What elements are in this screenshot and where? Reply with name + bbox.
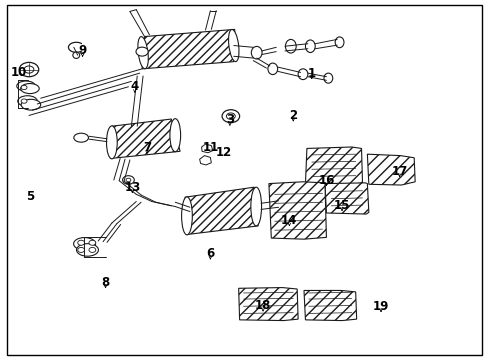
Ellipse shape [276,200,285,209]
Ellipse shape [20,84,39,94]
Ellipse shape [267,63,277,75]
Text: 9: 9 [79,44,86,57]
Circle shape [222,110,239,123]
Circle shape [78,240,84,245]
Polygon shape [199,156,211,165]
Polygon shape [238,288,298,320]
Circle shape [122,176,134,184]
Ellipse shape [228,30,239,62]
Ellipse shape [21,99,41,110]
Ellipse shape [250,187,261,226]
Polygon shape [201,144,212,153]
Text: 6: 6 [206,247,214,260]
Text: 10: 10 [11,66,27,79]
Ellipse shape [305,40,315,53]
Circle shape [89,240,96,245]
Text: 5: 5 [26,190,34,203]
Ellipse shape [285,40,296,53]
Polygon shape [366,154,414,185]
Ellipse shape [298,69,307,80]
Text: 7: 7 [142,141,151,154]
Ellipse shape [73,52,80,58]
Polygon shape [305,147,362,184]
Ellipse shape [17,81,35,91]
Circle shape [21,99,27,103]
Text: 19: 19 [372,300,388,313]
Circle shape [126,178,131,182]
Text: 17: 17 [390,165,407,177]
Ellipse shape [74,133,88,142]
Circle shape [89,247,96,252]
Polygon shape [304,291,356,320]
Text: 11: 11 [202,141,218,154]
Polygon shape [325,183,368,214]
Ellipse shape [106,126,117,159]
Ellipse shape [73,238,95,250]
Text: 16: 16 [318,174,334,186]
Ellipse shape [18,96,37,107]
Polygon shape [110,119,180,158]
Circle shape [226,113,235,120]
Polygon shape [268,182,326,239]
Text: 18: 18 [254,299,271,312]
Text: 14: 14 [281,214,297,227]
Text: 8: 8 [101,276,109,289]
Text: 2: 2 [288,109,297,122]
Circle shape [24,66,34,73]
Circle shape [78,247,84,252]
Text: 13: 13 [124,181,140,194]
Text: 15: 15 [333,199,349,212]
Ellipse shape [334,37,343,48]
Polygon shape [184,187,258,234]
Ellipse shape [76,244,98,256]
Ellipse shape [324,73,332,83]
Circle shape [19,62,39,77]
Ellipse shape [251,46,262,59]
Polygon shape [142,30,234,69]
Ellipse shape [181,197,192,235]
Text: 1: 1 [307,67,315,80]
Text: 12: 12 [216,145,232,158]
Text: 3: 3 [225,113,233,126]
Ellipse shape [138,37,148,69]
Ellipse shape [136,47,148,56]
Ellipse shape [169,119,180,152]
Text: 4: 4 [130,80,139,93]
Circle shape [21,85,27,90]
